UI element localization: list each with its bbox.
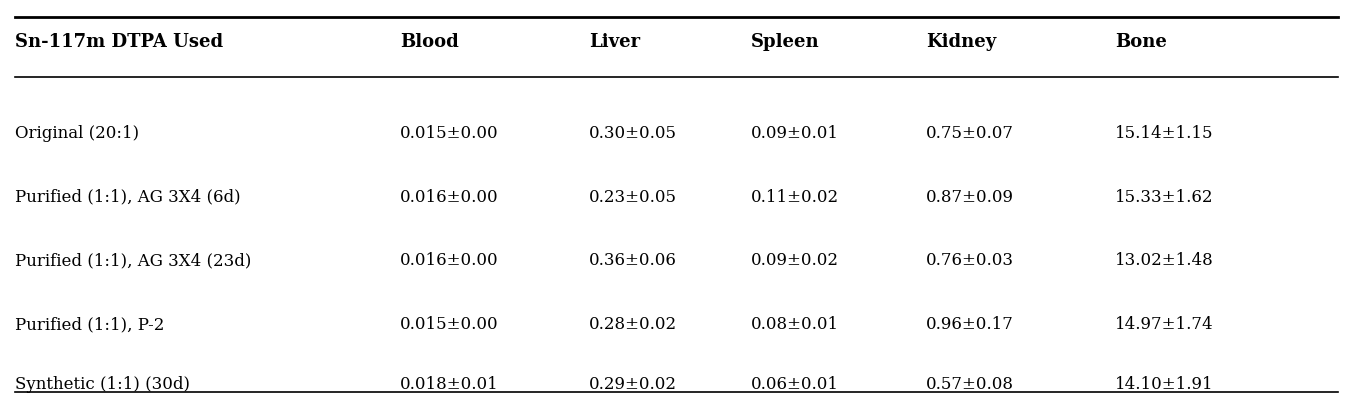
Text: 14.97±1.74: 14.97±1.74: [1115, 316, 1214, 333]
Text: Purified (1:1), AG 3X4 (6d): Purified (1:1), AG 3X4 (6d): [15, 188, 241, 206]
Text: Spleen: Spleen: [751, 33, 820, 51]
Text: Purified (1:1), AG 3X4 (23d): Purified (1:1), AG 3X4 (23d): [15, 252, 252, 269]
Text: Blood: Blood: [399, 33, 459, 51]
Text: 0.09±0.01: 0.09±0.01: [751, 125, 839, 142]
Text: 0.11±0.02: 0.11±0.02: [751, 188, 839, 206]
Text: 0.018±0.01: 0.018±0.01: [399, 376, 498, 393]
Text: 0.28±0.02: 0.28±0.02: [589, 316, 676, 333]
Text: 0.36±0.06: 0.36±0.06: [589, 252, 676, 269]
Text: 0.76±0.03: 0.76±0.03: [927, 252, 1015, 269]
Text: 0.09±0.02: 0.09±0.02: [751, 252, 839, 269]
Text: Bone: Bone: [1115, 33, 1168, 51]
Text: 0.016±0.00: 0.016±0.00: [399, 188, 498, 206]
Text: 15.33±1.62: 15.33±1.62: [1115, 188, 1214, 206]
Text: Sn-117m DTPA Used: Sn-117m DTPA Used: [15, 33, 223, 51]
Text: 0.29±0.02: 0.29±0.02: [589, 376, 676, 393]
Text: Kidney: Kidney: [927, 33, 997, 51]
Text: 0.96±0.17: 0.96±0.17: [927, 316, 1015, 333]
Text: Original (20:1): Original (20:1): [15, 125, 139, 142]
Text: 0.57±0.08: 0.57±0.08: [927, 376, 1015, 393]
Text: 0.75±0.07: 0.75±0.07: [927, 125, 1015, 142]
Text: 0.015±0.00: 0.015±0.00: [399, 125, 498, 142]
Text: Liver: Liver: [589, 33, 640, 51]
Text: Synthetic (1:1) (30d): Synthetic (1:1) (30d): [15, 376, 189, 393]
Text: 0.015±0.00: 0.015±0.00: [399, 316, 498, 333]
Text: 0.06±0.01: 0.06±0.01: [751, 376, 839, 393]
Text: 14.10±1.91: 14.10±1.91: [1115, 376, 1214, 393]
Text: 13.02±1.48: 13.02±1.48: [1115, 252, 1214, 269]
Text: Purified (1:1), P-2: Purified (1:1), P-2: [15, 316, 164, 333]
Text: 0.08±0.01: 0.08±0.01: [751, 316, 839, 333]
Text: 0.23±0.05: 0.23±0.05: [589, 188, 676, 206]
Text: 15.14±1.15: 15.14±1.15: [1115, 125, 1214, 142]
Text: 0.016±0.00: 0.016±0.00: [399, 252, 498, 269]
Text: 0.30±0.05: 0.30±0.05: [589, 125, 676, 142]
Text: 0.87±0.09: 0.87±0.09: [927, 188, 1015, 206]
